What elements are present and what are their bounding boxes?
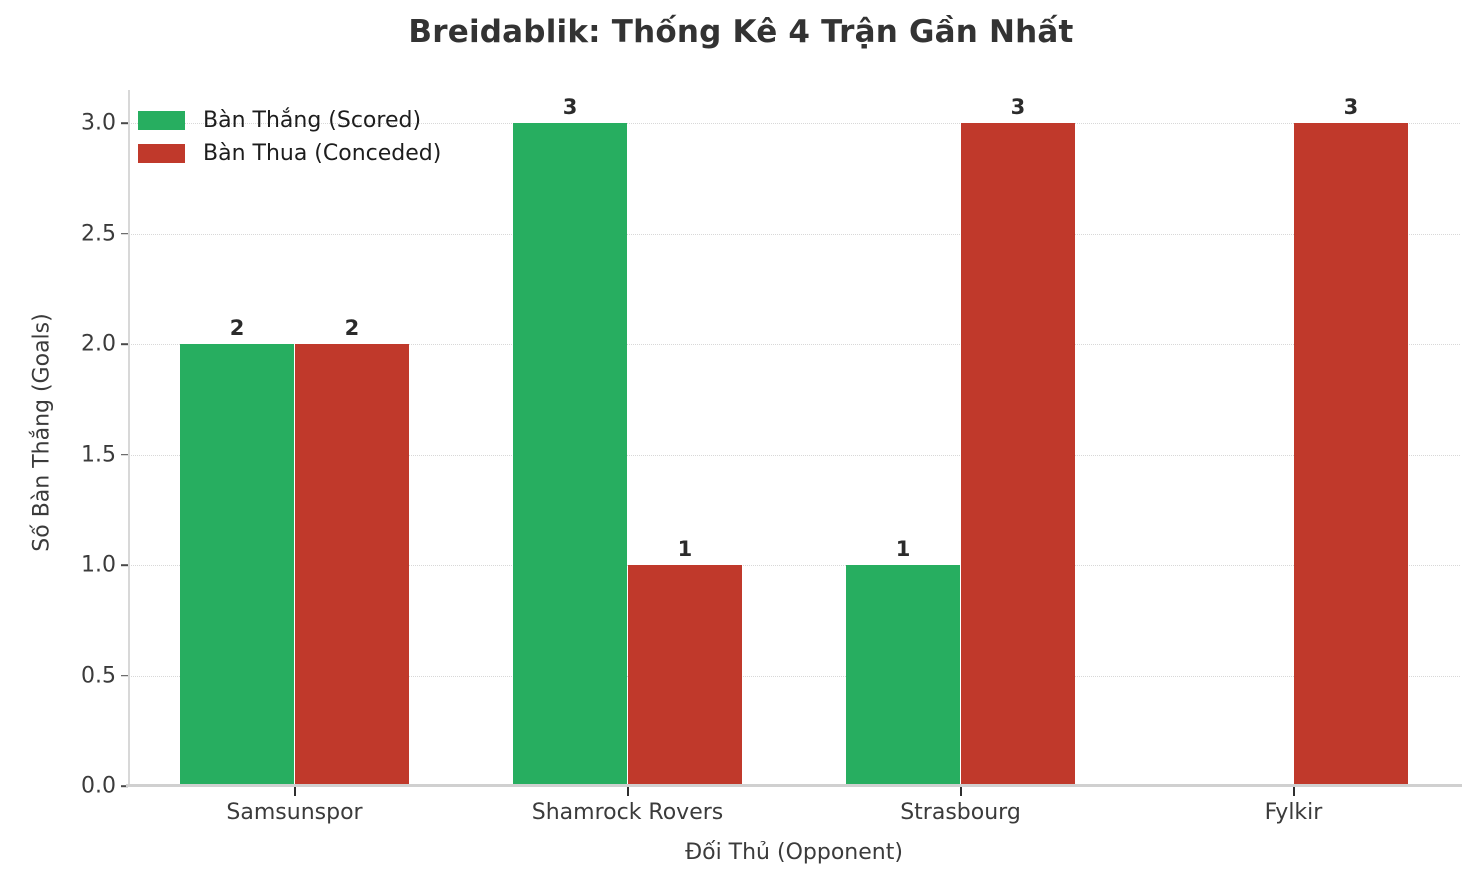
y-tick-mark bbox=[121, 785, 128, 787]
legend-swatch-conceded bbox=[138, 144, 185, 163]
chart-legend: Bàn Thắng (Scored) Bàn Thua (Conceded) bbox=[138, 104, 441, 170]
bar-conceded[interactable] bbox=[1293, 123, 1409, 786]
y-tick-mark bbox=[121, 343, 128, 345]
y-tick-label: 3.0 bbox=[81, 110, 116, 136]
bar-value-label: 3 bbox=[1343, 95, 1359, 120]
bar-value-label: 2 bbox=[344, 316, 360, 341]
bar-value-label: 3 bbox=[1010, 95, 1026, 120]
gridline bbox=[128, 565, 1460, 567]
y-tick-mark bbox=[121, 232, 128, 235]
y-tick-mark bbox=[121, 453, 128, 456]
bar-value-label: 1 bbox=[677, 537, 693, 562]
gridline bbox=[128, 344, 1460, 346]
plot-area: 0.0 0.5 1.0 1.5 2.0 2.5 3.0 2 2 3 1 1 3 3 Samsunspor… bbox=[81, 90, 1462, 825]
x-tick-label: Shamrock Rovers bbox=[531, 800, 724, 825]
x-tick-label: Fylkir bbox=[1264, 800, 1323, 825]
y-tick-mark bbox=[121, 122, 128, 124]
gridline bbox=[128, 454, 1460, 456]
chart-title: Breidablik: Thống Kê 4 Trận Gần Nhất bbox=[408, 14, 1074, 50]
plot-frame: 0.0 0.5 1.0 1.5 2.0 2.5 3.0 2 2 3 1 1 3 3 Samsunspor… bbox=[81, 90, 1462, 825]
x-tick-mark bbox=[293, 787, 296, 796]
y-tick-mark bbox=[121, 674, 128, 677]
legend-label: Bàn Thua (Conceded) bbox=[203, 141, 442, 166]
bar-conceded[interactable] bbox=[627, 565, 743, 786]
bar-scored[interactable] bbox=[512, 123, 628, 786]
legend-label: Bàn Thắng (Scored) bbox=[203, 108, 422, 133]
y-tick-label: 1.0 bbox=[81, 552, 116, 578]
x-tick-label: Samsunspor bbox=[226, 800, 363, 825]
x-tick-mark bbox=[626, 787, 629, 796]
x-tick-mark bbox=[959, 787, 962, 796]
bar-conceded[interactable] bbox=[960, 123, 1076, 786]
gridline bbox=[128, 675, 1460, 677]
bar-value-label: 1 bbox=[895, 537, 911, 562]
bar-conceded[interactable] bbox=[294, 344, 410, 786]
x-tick-mark bbox=[1292, 787, 1295, 796]
legend-item[interactable]: Bàn Thắng (Scored) bbox=[138, 104, 441, 137]
x-axis-title: Đối Thủ (Opponent) bbox=[685, 840, 903, 865]
y-tick-label: 0.0 bbox=[81, 773, 116, 799]
y-axis-title: Số Bàn Thắng (Goals) bbox=[29, 313, 55, 552]
y-tick-label: 2.0 bbox=[81, 331, 116, 357]
y-tick-label: 2.5 bbox=[81, 221, 116, 247]
y-tick-label: 1.5 bbox=[81, 442, 116, 468]
legend-swatch-scored bbox=[138, 111, 185, 130]
gridline bbox=[128, 123, 1460, 125]
bar-value-label: 2 bbox=[229, 316, 245, 341]
gridline bbox=[128, 233, 1460, 235]
y-tick-label: 0.5 bbox=[81, 663, 116, 689]
bar-value-label: 3 bbox=[562, 95, 578, 120]
bar-scored[interactable] bbox=[845, 565, 961, 786]
x-axis-baseline bbox=[126, 784, 1462, 787]
y-tick-mark bbox=[121, 564, 128, 566]
bar-scored[interactable] bbox=[179, 344, 295, 786]
y-axis-spine bbox=[128, 90, 130, 786]
legend-item[interactable]: Bàn Thua (Conceded) bbox=[138, 137, 441, 170]
x-tick-label: Strasbourg bbox=[900, 800, 1021, 825]
